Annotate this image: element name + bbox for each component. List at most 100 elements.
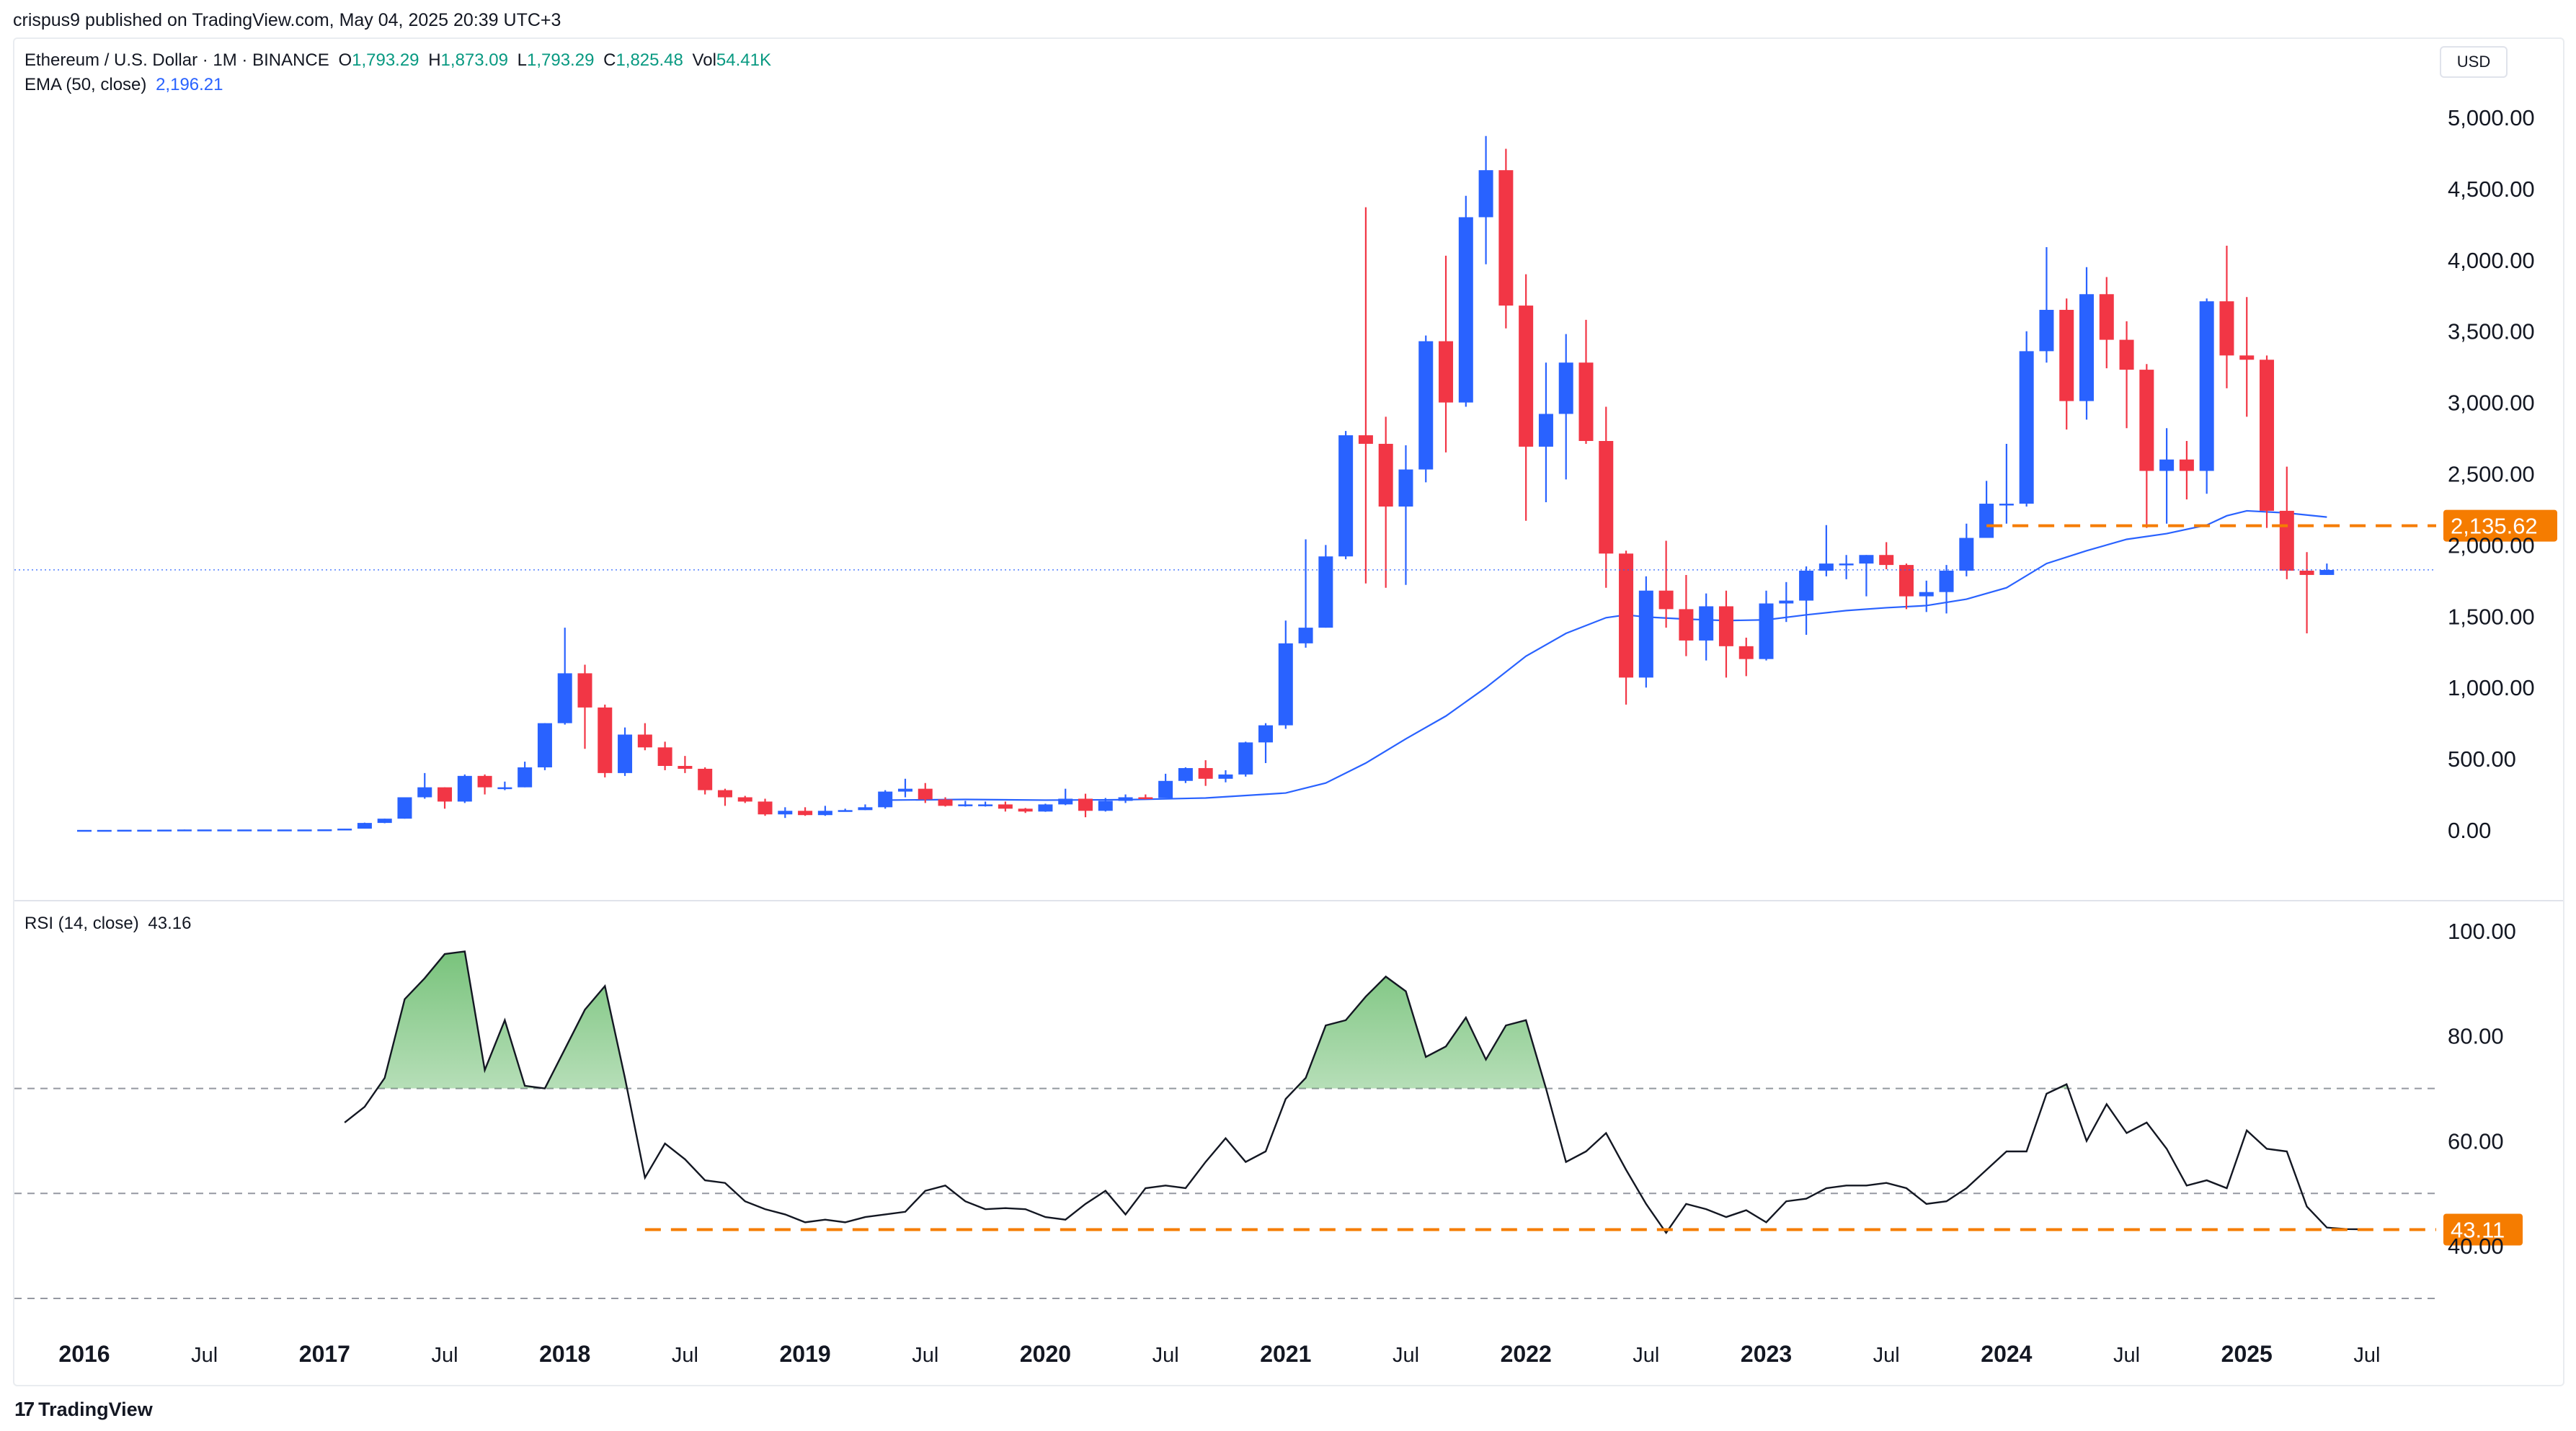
candle (2239, 297, 2255, 417)
rsi-level-tag: 43.11 (2443, 1213, 2523, 1246)
candle (1198, 760, 1213, 786)
price-axis-tick-label: 3,500.00 (2448, 319, 2535, 344)
candle-body (1398, 469, 1413, 507)
time-axis-tick-label: Jul (1152, 1344, 1179, 1367)
candle (1818, 525, 1834, 576)
candle (2039, 246, 2054, 363)
candle (2099, 277, 2114, 369)
candle-body (297, 829, 312, 832)
candle-body (277, 829, 292, 832)
candle (377, 819, 392, 824)
candle-body (737, 797, 752, 802)
candle (1118, 794, 1133, 803)
candle-body (1578, 362, 1594, 442)
candle-body (2039, 310, 2054, 352)
symbol-label[interactable]: Ethereum / U.S. Dollar · 1M · BINANCE (25, 50, 329, 70)
candle-body (2139, 370, 2154, 471)
candle (1498, 148, 1514, 329)
candle (1939, 565, 1954, 614)
candle (2260, 355, 2275, 528)
candle-body (1318, 556, 1333, 628)
time-axis-tick-label: 2024 (1981, 1341, 2032, 1367)
candle (717, 788, 732, 806)
time-axis-tick-label: 2020 (1020, 1341, 1071, 1367)
candle (2219, 246, 2234, 388)
candle (1078, 793, 1093, 818)
candle (1879, 542, 1894, 570)
candle (1538, 362, 1553, 503)
candle (1138, 794, 1153, 800)
currency-button[interactable]: USD (2440, 46, 2508, 78)
candle (1458, 195, 1473, 407)
candle (1258, 723, 1274, 764)
candle (2299, 552, 2314, 634)
candle-body (1799, 571, 1814, 601)
candle (1919, 580, 1934, 612)
candle-body (1458, 217, 1473, 403)
candle (2139, 364, 2154, 528)
candle (1679, 574, 1694, 656)
ema-legend[interactable]: EMA (50, close) 2,196.21 (25, 75, 228, 95)
level-tag-label: 2,135.62 (2451, 514, 2538, 539)
candle-body (197, 829, 212, 832)
candle (598, 704, 613, 777)
candle-body (1058, 798, 1073, 805)
candle-body (2079, 294, 2095, 401)
rsi-legend[interactable]: RSI (14, close) 43.16 (25, 914, 195, 934)
candle-body (2099, 294, 2114, 340)
candle (337, 829, 352, 831)
chart-frame (13, 37, 2564, 1386)
rsi-value: 43.16 (148, 914, 192, 933)
candle-body (1619, 553, 1634, 678)
price-axis-tick-label: 2,500.00 (2448, 462, 2535, 487)
candle (1599, 406, 1614, 588)
tradingview-logo[interactable]: 17 TradingView (14, 1398, 153, 1421)
candle (938, 797, 953, 807)
candle-body (1138, 797, 1153, 800)
candle (217, 829, 232, 832)
open-label: O (338, 50, 352, 70)
candle-body (637, 734, 652, 748)
time-axis-tick-label: Jul (1633, 1344, 1659, 1367)
high-value: 1,873.09 (440, 50, 508, 70)
candle-body (2319, 570, 2335, 575)
candle-body (1738, 646, 1754, 659)
candle-body (1679, 609, 1694, 641)
time-axis-tick-label: Jul (191, 1344, 218, 1367)
candle (1699, 593, 1714, 661)
candle-body (477, 775, 492, 788)
candle (678, 756, 693, 773)
candle (1999, 443, 2014, 524)
candle-body (1979, 504, 1994, 538)
candle-body (1218, 774, 1233, 779)
time-axis-tick-label: 2019 (779, 1341, 830, 1367)
candle (2059, 298, 2074, 430)
candle (1018, 808, 1033, 813)
candle-body (257, 829, 272, 832)
time-axis-tick-label: 2025 (2221, 1341, 2273, 1367)
candle-body (1898, 565, 1914, 597)
candle-body (157, 829, 172, 832)
candle (1638, 576, 1653, 688)
candle-body (137, 829, 152, 832)
candle (897, 778, 912, 798)
time-axis-tick-label: Jul (2113, 1344, 2140, 1367)
candle (1098, 798, 1113, 812)
candle-body (438, 787, 453, 802)
candle-body (1238, 742, 1253, 775)
candle (858, 804, 873, 811)
candle (317, 829, 332, 832)
candle (978, 801, 993, 807)
rsi-axis-tick-label: 40.00 (2448, 1234, 2504, 1259)
candle (497, 781, 512, 790)
candle (698, 767, 713, 795)
price-axis-tick-label: 2,000.00 (2448, 532, 2535, 558)
candle (2159, 428, 2175, 524)
candle (1898, 563, 1914, 610)
candle (778, 807, 793, 819)
candle-body (2059, 310, 2074, 401)
candle-body (518, 767, 533, 788)
candle-body (758, 801, 773, 815)
candle (397, 797, 412, 819)
